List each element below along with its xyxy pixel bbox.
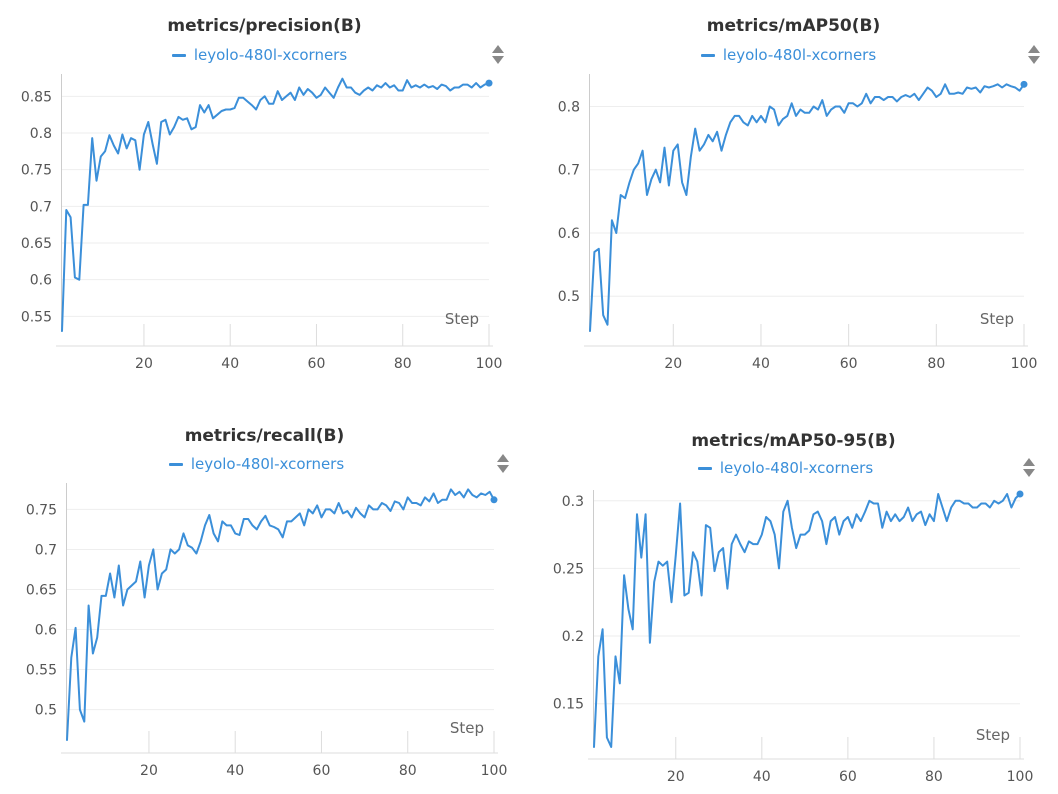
legend-swatch [700,54,715,57]
x-axis-label: Step [445,310,479,328]
legend-label: leyolo-480l-xcorners [722,46,877,64]
y-tick-label: 0.6 [30,273,52,289]
x-tick-label: 60 [840,356,858,372]
x-axis-label: Step [976,726,1010,744]
legend-label: leyolo-480l-xcorners [719,459,874,477]
chart-title: metrics/precision(B) [167,16,362,36]
chart-title: metrics/mAP50-95(B) [691,431,896,451]
x-tick-label: 80 [927,356,945,372]
sort-triangles-icon[interactable] [491,44,505,66]
x-tick-label: 60 [308,356,326,372]
sort-triangles-icon[interactable] [1022,457,1036,479]
y-tick-label: 0.7 [558,163,580,179]
chart-panel-recall: metrics/recall(B) leyolo-480l-xcorners 0… [0,397,529,794]
x-tick-label: 80 [394,356,412,372]
x-tick-label: 80 [399,763,417,779]
sort-triangles-icon[interactable] [496,453,510,475]
chart-panel-map50-95: metrics/mAP50-95(B) leyolo-480l-xcorners… [529,397,1058,794]
y-tick-label: 0.5 [558,289,580,305]
y-tick-label: 0.6 [558,226,580,242]
y-tick-label: 0.7 [30,199,52,215]
legend-swatch [168,463,183,466]
y-tick-label: 0.15 [553,697,584,713]
x-tick-label: 40 [221,356,239,372]
chart-panel-map50: metrics/mAP50(B) leyolo-480l-xcorners 0.… [529,0,1058,397]
plot-area: 0.15 0.2 0.25 0.3 20 40 60 80 100 Step [553,490,1034,785]
x-tick-label: 20 [135,356,153,372]
x-tick-label: 80 [925,769,943,785]
chart-panel-precision: metrics/precision(B) leyolo-480l-xcorner… [0,0,529,397]
y-tick-label: 0.8 [558,99,580,115]
plot-area: 0.55 0.6 0.65 0.7 0.75 0.8 0.85 20 40 60 80 100 Step [21,74,503,372]
x-tick-label: 40 [753,769,771,785]
x-tick-label: 20 [664,356,682,372]
legend-swatch [697,467,712,470]
legend-entry[interactable]: leyolo-480l-xcorners [529,46,1048,64]
x-tick-label: 100 [476,356,503,372]
y-tick-label: 0.55 [21,309,52,325]
x-tick-label: 100 [1011,356,1038,372]
series-line[interactable] [593,493,1021,748]
y-tick-label: 0.7 [35,542,57,558]
x-tick-label: 100 [481,763,508,779]
x-tick-label: 60 [313,763,331,779]
sort-triangles-icon[interactable] [1027,44,1041,66]
y-tick-label: 0.65 [21,236,52,252]
y-tick-label: 0.65 [26,582,57,598]
last-point-marker[interactable] [1016,490,1024,498]
last-point-marker[interactable] [490,496,498,504]
x-tick-label: 100 [1007,769,1034,785]
y-tick-label: 0.3 [562,494,584,510]
x-tick-label: 40 [226,763,244,779]
x-axis-label: Step [980,310,1014,328]
y-tick-label: 0.6 [35,623,57,639]
legend-entry[interactable]: leyolo-480l-xcorners [0,46,519,64]
y-tick-label: 0.2 [562,629,584,645]
legend-label: leyolo-480l-xcorners [193,46,348,64]
last-point-marker[interactable] [1020,80,1028,88]
plot-area: 0.5 0.55 0.6 0.65 0.7 0.75 20 40 60 80 100 Step [26,483,508,779]
x-tick-label: 60 [839,769,857,785]
y-tick-label: 0.25 [553,561,584,577]
last-point-marker[interactable] [485,79,493,87]
y-tick-label: 0.5 [35,703,57,719]
y-tick-label: 0.75 [21,163,52,179]
series-line[interactable] [61,77,490,332]
chart-title: metrics/mAP50(B) [706,16,881,36]
series-line[interactable] [589,83,1025,332]
y-tick-label: 0.85 [21,89,52,105]
legend-entry[interactable]: leyolo-480l-xcorners [0,455,513,473]
chart-title: metrics/recall(B) [184,426,345,446]
y-tick-label: 0.8 [30,126,52,142]
legend-label: leyolo-480l-xcorners [190,455,345,473]
x-tick-label: 40 [752,356,770,372]
series-line[interactable] [66,488,495,741]
y-tick-label: 0.55 [26,663,57,679]
legend-swatch [171,54,186,57]
y-tick-label: 0.75 [26,502,57,518]
x-tick-label: 20 [140,763,158,779]
legend-entry[interactable]: leyolo-480l-xcorners [529,459,1042,477]
plot-area: 0.5 0.6 0.7 0.8 20 40 60 80 100 Step [558,74,1038,372]
x-tick-label: 20 [667,769,685,785]
x-axis-label: Step [450,719,484,737]
